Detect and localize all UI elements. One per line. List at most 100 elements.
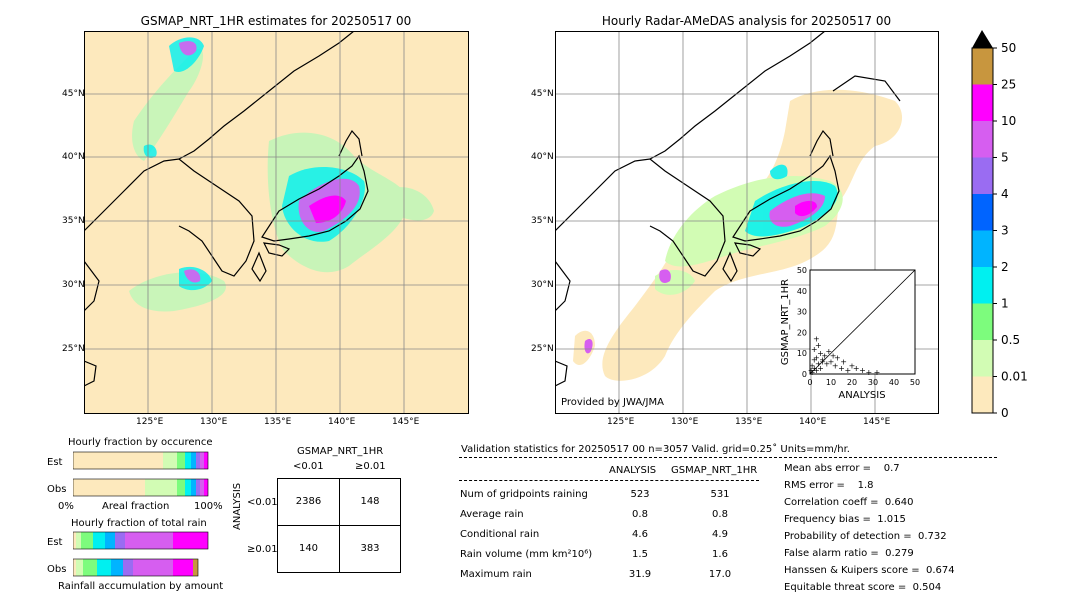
occurrence-obs-seg-4 <box>191 479 196 496</box>
score-ets: Equitable threat score = 0.504 <box>784 582 942 593</box>
validation-col-analysis: ANALYSIS <box>609 465 657 476</box>
occurrence-obs-seg-2 <box>177 479 185 496</box>
occurrence-est-seg-3 <box>185 452 191 469</box>
scatter-diagonal <box>809 269 916 375</box>
left-lon-125: 125°E <box>136 417 164 427</box>
occurrence-est-seg-0 <box>73 452 163 469</box>
validation-divider-mid <box>459 480 759 481</box>
score-far: False alarm ratio = 0.279 <box>784 548 914 559</box>
right-lon-130: 130°E <box>671 417 699 427</box>
occurrence-est-seg-1 <box>163 452 177 469</box>
rain-est-seg-0 <box>73 532 76 549</box>
occurrence-bars <box>73 451 209 497</box>
scatter-point-15: + <box>813 353 820 362</box>
right-lon-125: 125°E <box>607 417 635 427</box>
scatter-point-25: + <box>834 353 841 362</box>
rain-est-seg-3 <box>93 532 105 549</box>
left-map-rain-magenta <box>309 195 346 223</box>
colorbar-label-10: 0 <box>1001 406 1009 420</box>
scatter-point-28: + <box>813 335 820 344</box>
rain-obs-seg-8 <box>193 559 198 576</box>
rain-obs-seg-1 <box>76 559 83 576</box>
right-map-title: Hourly Radar-AMeDAS analysis for 2025051… <box>601 14 892 28</box>
right-lat-35: 35°N <box>531 216 554 226</box>
scatter-x-tick-3: 30 <box>868 378 878 387</box>
data-credit: Provided by JWA/JMA <box>561 397 664 408</box>
right-lat-25: 25°N <box>531 344 554 354</box>
contingency-cell-11: 383 <box>360 543 380 554</box>
rain-obs-seg-0 <box>73 559 76 576</box>
colorbar-label-4: 4 <box>1001 187 1009 201</box>
scatter-y-tick-2: 20 <box>797 328 807 337</box>
scatter-y-tick-3: 30 <box>797 308 807 317</box>
rain-est-seg-6 <box>125 532 173 549</box>
colorbar-box-4 <box>972 194 993 231</box>
colorbar-box-0 <box>972 48 993 85</box>
occurrence-title: Hourly fraction by occurence <box>68 437 213 448</box>
colorbar-label-1: 25 <box>1001 78 1016 92</box>
scatter-point-5: + <box>819 355 826 364</box>
rain-fraction-bar-obs <box>73 558 199 577</box>
scatter-y-label: GSMAP_NRT_1HR <box>780 279 791 365</box>
right-lat-30: 30°N <box>531 280 554 290</box>
left-lon-135: 135°E <box>264 417 292 427</box>
occurrence-est-seg-2 <box>177 452 185 469</box>
scatter-point-14: + <box>874 368 881 377</box>
scatter-x-label: ANALYSIS <box>838 390 885 401</box>
scatter-point-8: + <box>832 362 839 371</box>
left-lat-40: 40°N <box>62 152 85 162</box>
scatter-x-tick-5: 50 <box>910 378 920 387</box>
scatter-point-19: + <box>826 347 833 356</box>
scatter-point-10: + <box>844 366 851 375</box>
stat-analysis-volume: 1.5 <box>632 549 648 560</box>
scatter-y-tick-5: 50 <box>797 266 807 275</box>
score-frequency-bias: Frequency bias = 1.015 <box>784 514 906 525</box>
score-rms: RMS error = 1.8 <box>784 480 874 491</box>
right-lat-40: 40°N <box>531 152 554 162</box>
occurrence-est-seg-6 <box>200 452 204 469</box>
right-lat-45: 45°N <box>531 89 554 99</box>
colorbar-label-6: 2 <box>1001 260 1009 274</box>
occurrence-obs-frame <box>73 478 209 497</box>
rain-fraction-bar-est <box>73 531 209 550</box>
scatter-point-21: + <box>819 358 826 367</box>
scatter-point-4: + <box>817 364 824 373</box>
scatter-point-26: + <box>840 358 847 367</box>
colorbar-box-9 <box>972 376 993 413</box>
colorbar-box-3 <box>972 157 993 194</box>
scatter-point-29: + <box>808 366 815 375</box>
stat-label-maximum: Maximum rain <box>460 569 532 580</box>
occurrence-obs-seg-5 <box>196 479 200 496</box>
rain-obs-seg-2 <box>83 559 97 576</box>
colorbar-box-5 <box>972 230 993 267</box>
colorbar-label-2: 10 <box>1001 114 1016 128</box>
scatter-point-18: + <box>821 351 828 360</box>
rain-est-frame <box>73 531 209 550</box>
rain-est-seg-2 <box>81 532 93 549</box>
colorbar-label-0: 50 <box>1001 41 1016 55</box>
stat-label-average: Average rain <box>460 509 524 520</box>
contingency-col-lt: <0.01 <box>293 461 324 472</box>
occurrence-obs-seg-1 <box>145 479 177 496</box>
rain-est-seg-4 <box>105 532 115 549</box>
left-lon-140: 140°E <box>328 417 356 427</box>
right-lon-145: 145°E <box>863 417 891 427</box>
left-lat-25: 25°N <box>62 344 85 354</box>
left-lon-130: 130°E <box>200 417 228 427</box>
contingency-cell-10: 140 <box>298 543 319 554</box>
contingency-cell-01: 148 <box>360 496 380 507</box>
colorbar-box-7 <box>972 303 993 340</box>
colorbar-label-5: 3 <box>1001 224 1009 238</box>
occurrence-obs-seg-0 <box>73 479 145 496</box>
scatter-point-16: + <box>817 349 824 358</box>
rain-obs-seg-7 <box>173 559 193 576</box>
rain-fraction-axis-label: Rainfall accumulation by amount <box>58 581 224 592</box>
right-lon-135: 135°E <box>735 417 763 427</box>
contingency-row-ge: ≥0.01 <box>247 544 278 555</box>
left-map-grid <box>84 31 469 414</box>
occurrence-obs-seg-6 <box>200 479 204 496</box>
contingency-table: 2386 148 140 383 <box>277 478 401 573</box>
colorbar-label-8: 0.5 <box>1001 333 1020 347</box>
left-lat-30: 30°N <box>62 280 85 290</box>
rain-obs-seg-3 <box>97 559 111 576</box>
